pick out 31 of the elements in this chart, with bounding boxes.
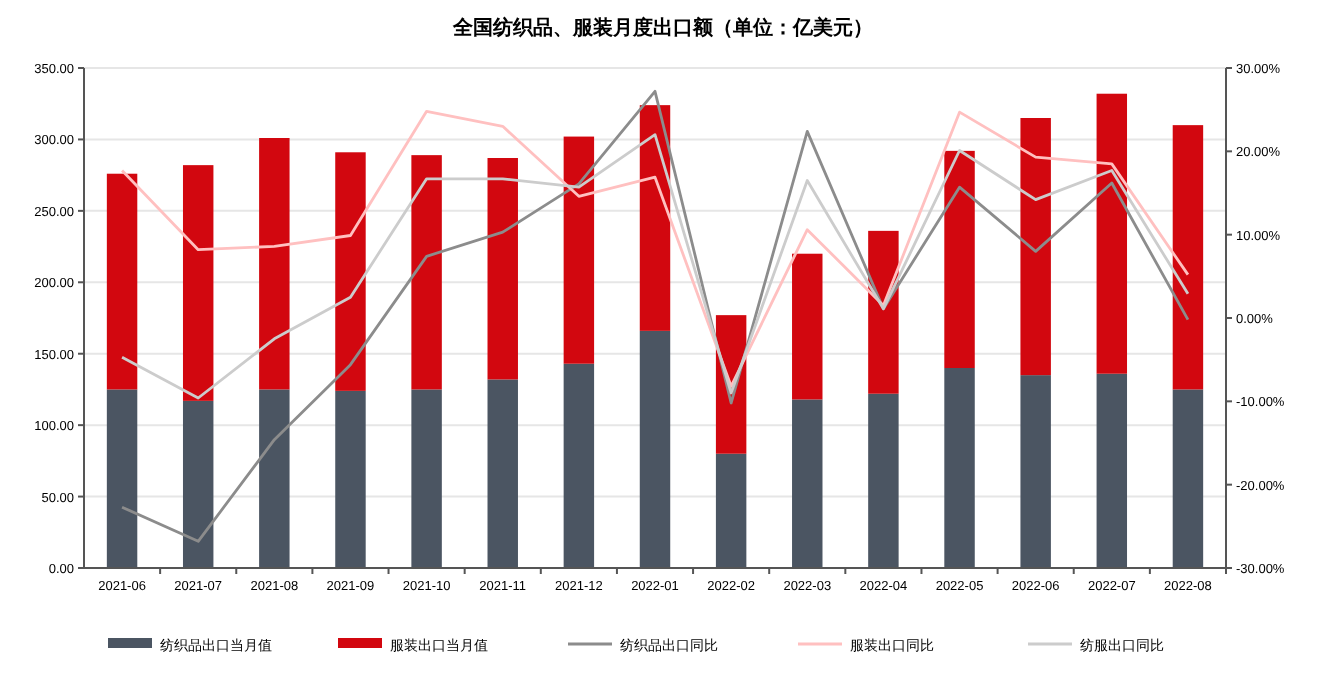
bar (792, 253, 823, 400)
bar (487, 158, 518, 380)
bar (259, 138, 290, 390)
bar (1172, 389, 1204, 568)
bar (868, 393, 899, 568)
bar (1020, 118, 1051, 376)
bar (563, 136, 595, 364)
bar (944, 150, 975, 368)
chart-title: 全国纺织品、服装月度出口额（单位：亿美元） (451, 16, 873, 40)
bar (1096, 373, 1128, 568)
bar (411, 155, 442, 390)
bar (563, 363, 595, 568)
bar (715, 453, 747, 568)
bar (182, 400, 214, 568)
bar (1172, 125, 1204, 390)
bar (259, 389, 290, 568)
bar (1020, 375, 1051, 568)
bar (182, 165, 214, 401)
bar (868, 230, 899, 394)
bar (335, 152, 366, 391)
line-series (120, 89, 1190, 543)
bar (1096, 93, 1128, 374)
bar (639, 330, 671, 568)
bar (639, 105, 671, 331)
bar (106, 389, 138, 568)
bar (487, 379, 518, 568)
bar (411, 389, 442, 568)
bar (944, 368, 975, 568)
bar (335, 390, 366, 568)
bar (792, 399, 823, 568)
bar (106, 173, 138, 390)
